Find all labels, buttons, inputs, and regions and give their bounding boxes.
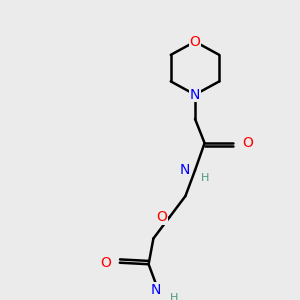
- Text: H: H: [170, 292, 178, 300]
- Text: N: N: [151, 283, 161, 297]
- Text: N: N: [190, 88, 200, 102]
- Text: O: O: [242, 136, 253, 150]
- Text: O: O: [190, 34, 200, 49]
- Text: N: N: [180, 163, 190, 177]
- Text: O: O: [100, 256, 111, 270]
- Text: O: O: [156, 210, 167, 224]
- Text: H: H: [201, 173, 209, 183]
